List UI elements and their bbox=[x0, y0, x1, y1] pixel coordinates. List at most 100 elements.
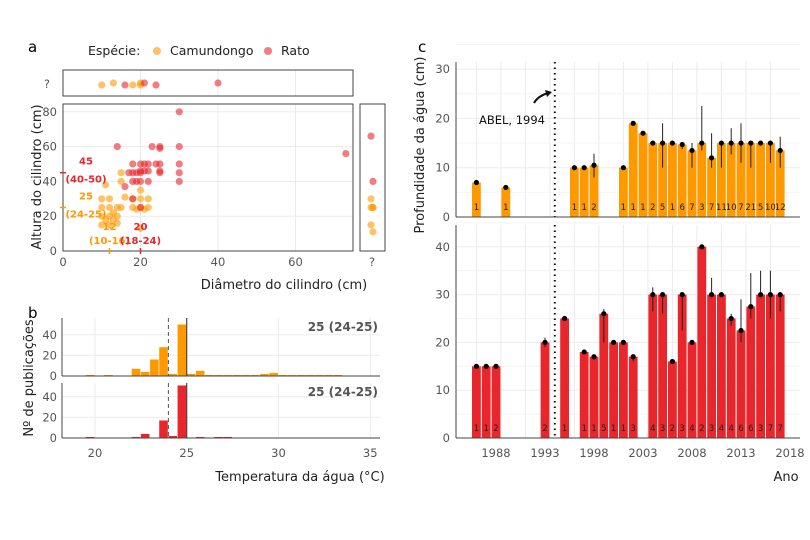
bar-count-label: 6 bbox=[679, 203, 684, 213]
histogram-bar-rato bbox=[195, 436, 205, 438]
annotation-range: (24-25) bbox=[65, 210, 106, 221]
bar-count-label: 1 bbox=[611, 424, 616, 434]
median-point bbox=[503, 184, 509, 191]
scatter-point-rato bbox=[144, 177, 152, 185]
x-tick-label: 25 bbox=[179, 446, 194, 460]
bar-count-label: 1 bbox=[581, 203, 586, 213]
annotation-median: 12 bbox=[103, 222, 117, 233]
scatter-main-frame bbox=[62, 103, 354, 252]
bar-camundongo bbox=[589, 165, 599, 217]
bar-count-label: 1 bbox=[630, 203, 635, 213]
legend-marker-rato bbox=[264, 47, 272, 55]
median-point bbox=[630, 354, 636, 360]
scatter-point-unknown-height bbox=[109, 79, 117, 87]
x-tick-label: 40 bbox=[211, 255, 226, 269]
median-point bbox=[728, 315, 734, 322]
legend-title: Espécie: bbox=[88, 43, 140, 58]
scatter-point-camundongo bbox=[98, 195, 106, 203]
scatter-point-camundongo bbox=[136, 224, 145, 232]
bar-count-label: 1 bbox=[474, 203, 479, 213]
bar-count-label: 1 bbox=[572, 203, 577, 213]
histogram-bar-camundongo bbox=[223, 374, 233, 376]
scatter-point-camundongo bbox=[98, 203, 106, 212]
histogram-bar-rato bbox=[159, 420, 168, 438]
bar-camundongo bbox=[697, 143, 707, 217]
bar-camundongo bbox=[756, 143, 765, 217]
scatter-top-frame bbox=[62, 69, 354, 97]
median-point bbox=[473, 179, 479, 186]
scatter-point-rato bbox=[136, 203, 145, 212]
median-point bbox=[718, 140, 725, 146]
bar-count-label: 1 bbox=[670, 203, 675, 213]
scatter-point-rato bbox=[175, 143, 183, 151]
median-point bbox=[689, 339, 695, 345]
bar-count-label: 1 bbox=[483, 424, 488, 434]
y-tick-label: 30 bbox=[435, 288, 450, 302]
bar-count-label: 1 bbox=[621, 203, 626, 213]
bar-rato bbox=[775, 294, 785, 438]
median-point bbox=[728, 140, 734, 146]
histogram-bar-camundongo bbox=[150, 359, 159, 376]
bar-count-label: 1 bbox=[581, 424, 586, 434]
bar-camundongo bbox=[707, 157, 716, 217]
annotation-arrowhead bbox=[545, 90, 552, 97]
median-point bbox=[620, 339, 627, 345]
bar-rato bbox=[648, 294, 658, 438]
bar-rato bbox=[589, 356, 599, 438]
bar-rato bbox=[472, 366, 481, 438]
x-tick-label: 20 bbox=[133, 255, 148, 269]
histogram-bar-rato bbox=[214, 436, 223, 438]
bar-rato bbox=[481, 366, 491, 438]
bar-count-label: 1 bbox=[562, 424, 567, 434]
median-point bbox=[679, 141, 685, 148]
bar-count-label: 12 bbox=[775, 203, 786, 213]
median-point bbox=[571, 165, 578, 171]
median-point bbox=[767, 292, 774, 298]
bar-rato bbox=[658, 294, 667, 438]
histogram-bar-camundongo bbox=[324, 374, 333, 376]
scatter-point-rato bbox=[175, 177, 183, 185]
median-point bbox=[630, 120, 636, 126]
bar-camundongo bbox=[677, 144, 687, 217]
y-tick-label: 20 bbox=[42, 348, 57, 362]
histogram-bar-camundongo bbox=[232, 374, 242, 376]
y-axis-title: Profundidade da água (cm) bbox=[413, 56, 428, 233]
scatter-point-camundongo bbox=[105, 195, 114, 203]
x-tick-label: 35 bbox=[363, 446, 378, 460]
median-point bbox=[660, 292, 666, 298]
bar-count-label: 4 bbox=[689, 424, 694, 434]
histogram-bar-camundongo bbox=[205, 374, 214, 376]
scatter-point-unknown-height bbox=[214, 79, 222, 87]
histogram-bar-camundongo bbox=[195, 370, 205, 376]
bar-count-label: 7 bbox=[738, 203, 743, 213]
bar-camundongo bbox=[668, 143, 677, 217]
annotation-range: (40-50) bbox=[65, 175, 106, 186]
y-tick-label: 10 bbox=[435, 161, 450, 175]
x-tick-label: 2008 bbox=[677, 446, 706, 460]
annotation-label: ABEL, 1994 bbox=[479, 113, 545, 127]
bar-rato bbox=[707, 294, 716, 438]
median-point bbox=[699, 244, 705, 250]
median-point bbox=[650, 292, 656, 298]
median-point bbox=[562, 315, 568, 322]
x-tick-label: 1993 bbox=[530, 446, 559, 460]
median-point bbox=[718, 292, 725, 298]
bar-rato bbox=[746, 306, 756, 438]
x-tick-label: 30 bbox=[271, 446, 286, 460]
median-point bbox=[679, 292, 685, 298]
bar-count-label: 2 bbox=[650, 203, 655, 213]
bar-camundongo bbox=[628, 123, 638, 217]
bar-count-label: 1 bbox=[503, 203, 508, 213]
bar-count-label: 2 bbox=[493, 424, 498, 434]
median-point bbox=[738, 140, 744, 146]
bar-count-label: 7 bbox=[777, 424, 782, 434]
median-point bbox=[709, 292, 715, 298]
y-tick-label: 40 bbox=[435, 240, 450, 254]
median-point bbox=[699, 140, 705, 146]
x-axis-title: Temperatura da água (°C) bbox=[214, 470, 384, 485]
scatter-point-rato bbox=[113, 143, 121, 151]
median-point bbox=[581, 165, 587, 171]
median-point bbox=[581, 349, 587, 355]
histogram-bar-camundongo bbox=[260, 373, 269, 376]
